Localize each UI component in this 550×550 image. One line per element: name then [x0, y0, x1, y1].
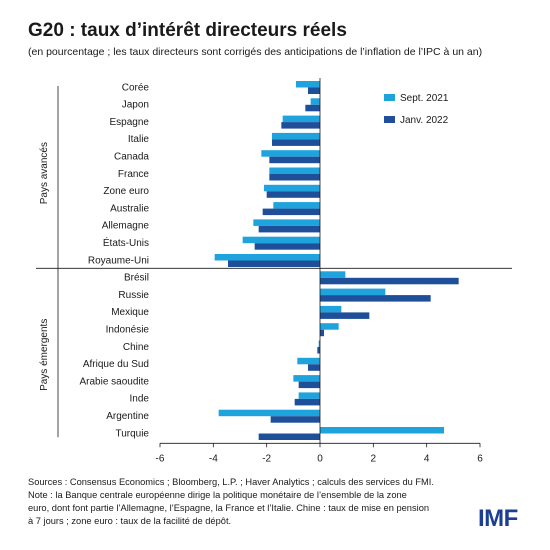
bar: [320, 312, 370, 319]
bar: [293, 375, 320, 382]
category-label: Argentine: [106, 411, 149, 422]
bar-chart: Corée Japon Espagne Italie Canada France Zone …: [36, 78, 512, 464]
x-tick-label: 0: [317, 453, 323, 464]
category-label: Royaume-Uni: [88, 255, 149, 266]
bar: [320, 288, 386, 296]
category-label: Japon: [122, 100, 149, 111]
bar: [297, 357, 320, 365]
imf-logo: IMF: [478, 505, 518, 532]
bar: [296, 81, 320, 88]
bar: [258, 433, 320, 440]
bar: [254, 243, 320, 250]
bar: [320, 329, 324, 337]
bar: [258, 225, 320, 233]
bar: [228, 260, 320, 267]
bar: [320, 323, 339, 330]
bar: [266, 191, 320, 198]
category-label: Afrique du Sud: [83, 359, 149, 370]
legend-label: Sept. 2021: [400, 93, 449, 104]
bar: [298, 381, 320, 389]
group-label-advanced: Pays avancés: [39, 142, 50, 204]
bar: [269, 167, 320, 174]
bar: [320, 295, 431, 302]
legend-swatch: [384, 116, 395, 123]
bar: [318, 340, 320, 347]
category-label: Allemagne: [102, 221, 150, 232]
category-label: Espagne: [110, 117, 150, 128]
bar: [273, 202, 320, 209]
category-label: Canada: [114, 151, 149, 162]
category-label: Inde: [130, 394, 150, 405]
legend-label: Janv. 2022: [400, 115, 449, 126]
bar: [253, 219, 320, 226]
category-label: Australie: [110, 203, 149, 214]
notes-line: Note : la Banque centrale européenne dir…: [28, 490, 407, 500]
bar: [264, 184, 320, 192]
category-label: Zone euro: [103, 186, 149, 197]
bar: [282, 115, 320, 123]
bar: [218, 409, 320, 417]
x-tick-label: -4: [209, 453, 218, 464]
group-label-emerging: Pays émergents: [39, 319, 50, 391]
x-tick-label: -6: [156, 453, 165, 464]
bar: [272, 132, 320, 140]
bar: [262, 208, 320, 216]
bar: [320, 427, 444, 434]
bar: [214, 254, 320, 261]
x-tick-label: 4: [424, 453, 430, 464]
category-label: Arabie saoudite: [80, 376, 150, 387]
bar: [270, 416, 320, 423]
bar: [269, 156, 320, 164]
category-label: Turquie: [115, 428, 149, 439]
bar: [308, 364, 320, 371]
category-label: Mexique: [111, 307, 149, 318]
notes-line: euro, dont font partie l’Allemagne, l’Es…: [28, 503, 430, 513]
category-label: États-Unis: [103, 236, 149, 249]
bar: [320, 305, 342, 313]
category-label: Russie: [118, 290, 149, 301]
bar: [298, 392, 320, 399]
bar: [320, 271, 346, 278]
category-label: Brésil: [124, 273, 149, 284]
bar: [272, 139, 320, 146]
chart-subtitle: (en pourcentage ; les taux directeurs so…: [28, 46, 483, 58]
category-label: Corée: [122, 82, 150, 93]
category-label: Italie: [128, 134, 150, 145]
bar: [310, 98, 320, 105]
bar: [305, 104, 320, 112]
bar: [308, 87, 320, 94]
bar: [242, 236, 320, 244]
bar: [261, 150, 320, 157]
category-label: Chine: [123, 342, 150, 353]
chart-title: G20 : taux d’intérêt directeurs réels: [28, 20, 347, 41]
category-label: Indonésie: [106, 324, 150, 335]
notes-line: Sources : Consensus Economics ; Bloomber…: [28, 477, 434, 487]
bar: [281, 122, 320, 129]
bar: [269, 174, 320, 181]
legend-swatch: [384, 94, 395, 101]
x-tick-label: 2: [371, 453, 377, 464]
bar: [294, 398, 320, 406]
x-tick-label: 6: [477, 453, 483, 464]
source-notes: Sources : Consensus Economics ; Bloomber…: [28, 476, 498, 528]
bar: [317, 347, 320, 354]
category-label: France: [118, 169, 150, 180]
notes-line: à 7 jours ; zone euro : taux de la facil…: [28, 516, 232, 526]
x-tick-label: -2: [262, 453, 271, 464]
bar: [320, 277, 459, 285]
